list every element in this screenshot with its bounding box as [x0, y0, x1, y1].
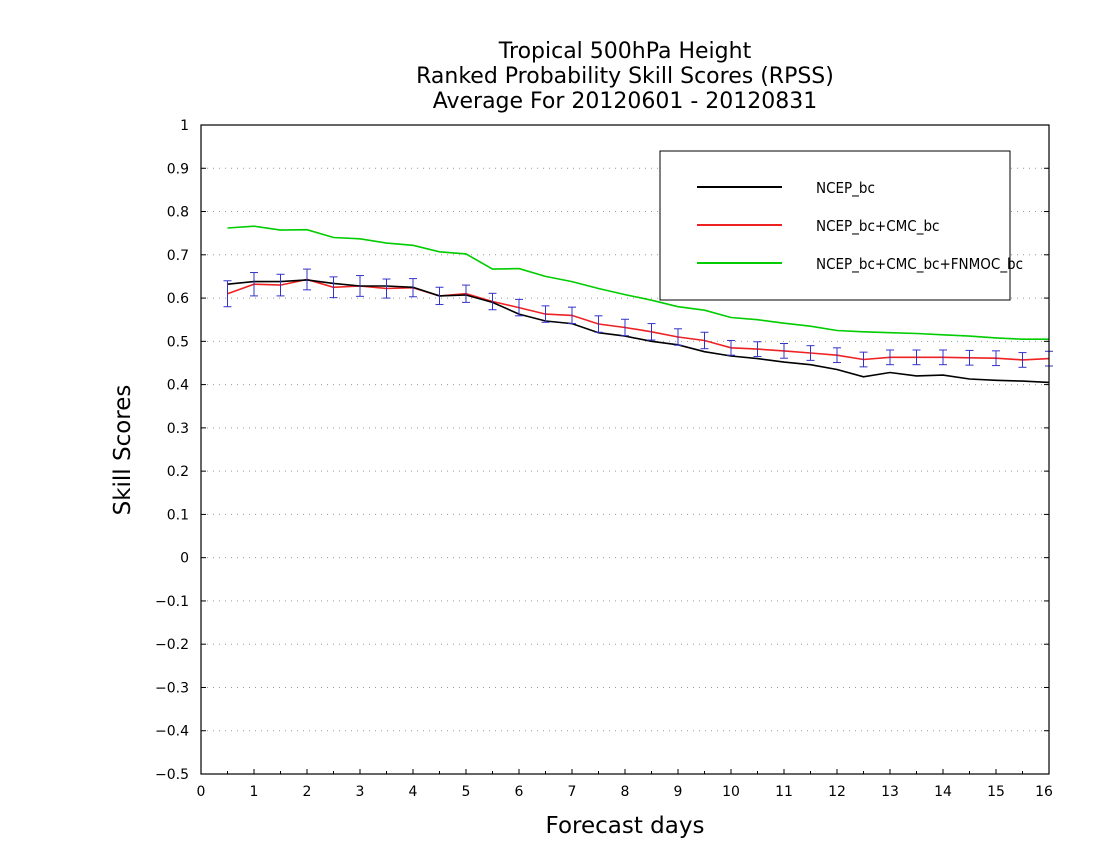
y-tick-label: −0.1 — [155, 594, 189, 610]
y-tick-label: −0.3 — [155, 680, 189, 696]
y-tick-label: −0.5 — [155, 767, 189, 783]
x-tick-label: 14 — [934, 784, 952, 800]
y-tick-label: 0.3 — [167, 421, 189, 437]
x-tick-label: 7 — [568, 784, 577, 800]
data-series — [227, 225, 1050, 384]
x-axis-ticks: 0 1 2 3 4 5 6 7 8 9 10 11 12 13 14 15 16 — [197, 769, 1053, 800]
x-tick-label: 3 — [356, 784, 365, 800]
y-tick-label: 0.9 — [167, 161, 189, 177]
chart-title-line: Average For 20120601 - 20120831 — [433, 89, 818, 114]
series-line-ncep-bc-cmc-bc-fnmoc-bc — [227, 225, 1049, 341]
legend-label: NCEP_bc+CMC_bc — [816, 217, 939, 236]
chart-title-line: Tropical 500hPa Height — [498, 39, 752, 64]
series-line-ncep-bc — [227, 279, 1050, 384]
x-tick-label: 6 — [515, 784, 524, 800]
y-tick-label: 0.7 — [167, 248, 189, 264]
y-tick-label: 0.6 — [167, 291, 189, 307]
x-tick-label: 12 — [828, 784, 846, 800]
legend-label: NCEP_bc — [816, 179, 875, 198]
y-tick-label: 0.1 — [167, 507, 189, 523]
x-tick-label: 8 — [621, 784, 630, 800]
y-tick-label: 0.2 — [167, 464, 189, 480]
x-tick-label: 4 — [409, 784, 418, 800]
y-tick-label: 0.8 — [167, 205, 189, 221]
y-tick-label: 1 — [180, 118, 189, 134]
plot-frame — [200, 124, 1050, 775]
y-axis-label: Skill Scores — [110, 385, 136, 516]
y-tick-label: −0.2 — [155, 637, 189, 653]
x-axis-label: Forecast days — [546, 813, 705, 839]
x-tick-label: 0 — [197, 784, 206, 800]
x-tick-label: 11 — [775, 784, 793, 800]
legend: NCEP_bc NCEP_bc+CMC_bc NCEP_bc+CMC_bc+FNMO… — [659, 150, 1023, 301]
x-tick-label: 9 — [674, 784, 683, 800]
legend-label: NCEP_bc+CMC_bc+FNMOC_bc — [816, 255, 1023, 274]
x-tick-label: 13 — [881, 784, 899, 800]
y-tick-label: 0.5 — [167, 334, 189, 350]
y-tick-label: 0 — [180, 551, 189, 567]
y-tick-label: −0.4 — [155, 724, 189, 740]
x-tick-label: 2 — [303, 784, 312, 800]
x-tick-label: 5 — [462, 784, 471, 800]
x-tick-label: 10 — [722, 784, 740, 800]
x-tick-label: 1 — [250, 784, 259, 800]
y-tick-label: 0.4 — [167, 378, 189, 394]
y-axis-ticks: −0.5 −0.4 −0.3 −0.2 −0.1 0 0.1 0.2 0.3 0.4 0.5 0.6 0… — [155, 118, 1049, 783]
x-tick-label: 16 — [1035, 784, 1053, 800]
error-bars — [223, 268, 1053, 368]
x-tick-label: 15 — [987, 784, 1005, 800]
chart-title-line: Ranked Probability Skill Scores (RPSS) — [416, 64, 834, 89]
